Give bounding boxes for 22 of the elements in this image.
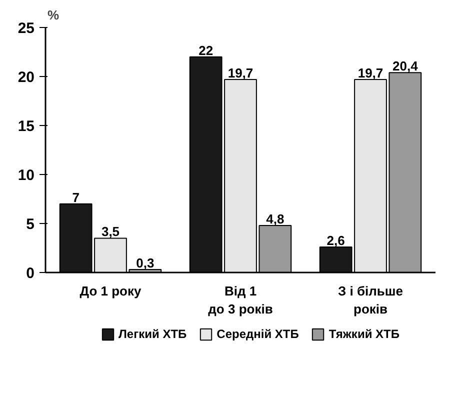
data-label: 3,5 [101,224,120,240]
x-tick-label: З і більше років [338,284,403,316]
y-tick-label: 20 [18,69,35,86]
data-label: 19,7 [228,65,254,80]
y-tick-label: 25 [18,20,35,37]
data-label: 0,3 [136,256,154,271]
data-label: 7 [72,190,80,205]
y-tick-label: 10 [18,167,35,184]
y-tick-label: 0 [26,265,34,282]
data-label: 22 [198,42,214,58]
data-label: 20,4 [392,58,419,74]
legend-label: Легкий ХТБ [118,327,187,341]
data-label: 19,7 [358,65,384,80]
legend-label: Середній ХТБ [216,327,299,341]
data-label: 2,6 [326,233,345,248]
y-tick-label: 5 [26,216,34,233]
y-axis-title: % [48,8,60,22]
data-label: 4,8 [266,211,284,226]
legend-label: Тяжкий ХТБ [328,327,400,341]
x-tick-label: До 1 року [80,284,142,298]
x-tick-label: Від 1 до 3 років [208,284,273,316]
y-tick-label: 15 [18,118,35,135]
